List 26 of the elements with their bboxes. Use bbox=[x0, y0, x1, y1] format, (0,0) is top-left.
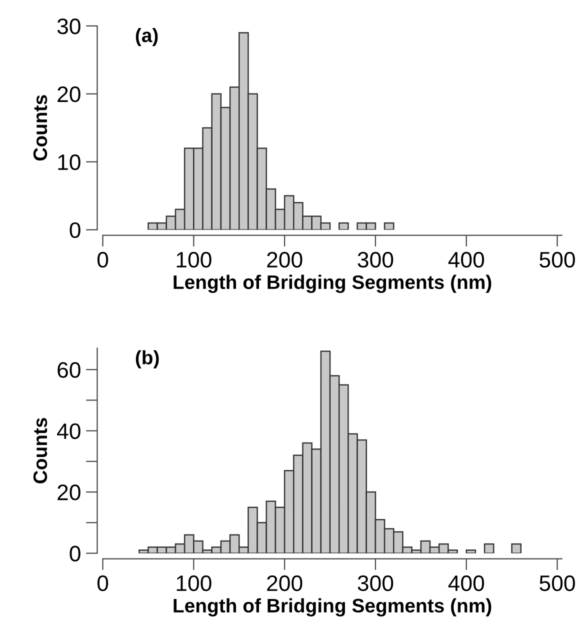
x-axis-title: Length of Bridging Segments (nm) bbox=[174, 274, 492, 294]
y-tick-label: 60 bbox=[58, 362, 80, 378]
y-axis-title: Counts bbox=[33, 418, 48, 484]
y-axis-title: Counts bbox=[33, 95, 48, 161]
x-tick-label: 300 bbox=[358, 252, 394, 268]
y-tick-label: 20 bbox=[58, 484, 80, 500]
y-tick-label: 20 bbox=[58, 86, 80, 102]
x-tick-label: 500 bbox=[540, 575, 575, 592]
y-tick-label: 0 bbox=[70, 546, 80, 562]
x-tick-label: 200 bbox=[267, 575, 302, 592]
x-tick-label: 500 bbox=[540, 252, 575, 268]
y-tick-label: 10 bbox=[58, 154, 80, 170]
x-tick-label: 300 bbox=[358, 575, 394, 592]
x-tick-label: 400 bbox=[448, 252, 484, 268]
y-tick-label: 0 bbox=[70, 222, 80, 238]
x-tick-label: 400 bbox=[448, 575, 484, 592]
x-tick-label: 100 bbox=[176, 575, 212, 592]
x-axis-title: Length of Bridging Segments (nm) bbox=[174, 598, 492, 616]
y-tick-label: 40 bbox=[57, 423, 80, 440]
y-tick-label: 30 bbox=[57, 18, 80, 34]
x-tick-label: 200 bbox=[267, 252, 302, 268]
annotation: (b) bbox=[136, 350, 159, 368]
x-tick-label: 0 bbox=[97, 252, 108, 268]
x-tick-label: 0 bbox=[97, 575, 108, 592]
annotation: (a) bbox=[136, 28, 158, 46]
x-tick-label: 100 bbox=[176, 252, 212, 268]
